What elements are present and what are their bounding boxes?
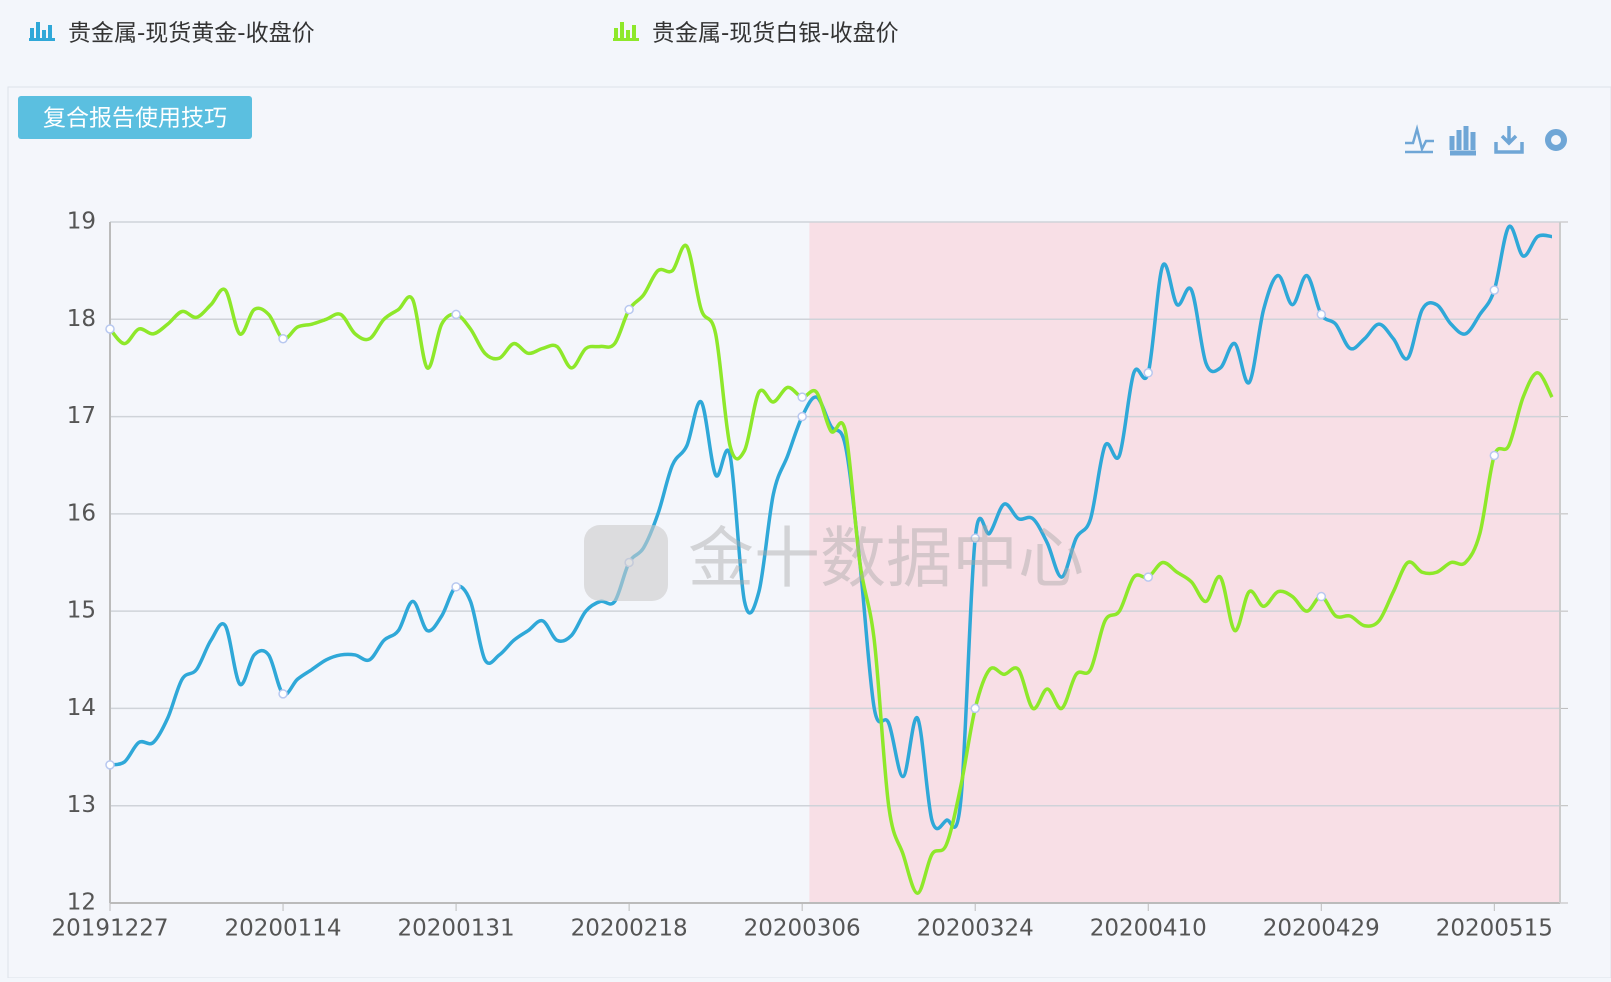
- point-marker: [797, 392, 807, 402]
- y-tick-label: 12: [67, 890, 96, 916]
- legend-label: 贵金属-现货白银-收盘价: [652, 21, 899, 47]
- point-marker: [1143, 572, 1153, 582]
- point-marker: [1489, 450, 1500, 461]
- y-tick-label: 18: [67, 306, 96, 332]
- point-marker: [624, 304, 634, 315]
- x-tick-label: 20200131: [398, 916, 515, 942]
- point-marker: [1316, 591, 1327, 602]
- point-marker: [105, 324, 115, 334]
- x-tick-label: 20200218: [571, 916, 688, 942]
- line-icon[interactable]: [1405, 124, 1434, 154]
- x-tick-label: 20200515: [1436, 916, 1553, 942]
- y-tick-label: 15: [67, 598, 96, 624]
- legend-bar: [0, 0, 1611, 85]
- y-tick-label: 17: [67, 403, 96, 429]
- x-tick-label: 20200306: [744, 916, 861, 942]
- point-marker: [1143, 368, 1153, 378]
- legend-icon: [632, 25, 636, 38]
- legend-icon: [620, 22, 624, 38]
- x-tick-label: 20200114: [225, 916, 342, 942]
- point-marker: [970, 533, 980, 543]
- legend-icon: [626, 30, 630, 38]
- point-marker: [278, 689, 288, 699]
- y-tick-label: 16: [67, 500, 96, 526]
- legend-label: 贵金属-现货黄金-收盘价: [68, 21, 315, 47]
- watermark: 金十数据中心: [688, 520, 1084, 597]
- legend-icon: [30, 28, 34, 38]
- highlight-region: [809, 222, 1560, 903]
- point-marker: [105, 760, 115, 770]
- point-marker: [1489, 285, 1500, 295]
- legend-icon: [48, 25, 52, 38]
- legend-icon-base: [29, 38, 55, 41]
- y-tick-label: 13: [67, 792, 96, 818]
- tips-button[interactable]: [18, 96, 252, 139]
- download-icon[interactable]: [1494, 126, 1524, 154]
- x-tick-label: 20191227: [51, 916, 168, 942]
- point-marker: [451, 582, 461, 592]
- bar-icon[interactable]: [1449, 126, 1476, 156]
- legend-icon: [36, 22, 40, 38]
- toolbar: [1405, 124, 1567, 156]
- series-line: [108, 243, 1554, 896]
- point-marker: [797, 411, 807, 422]
- point-marker: [970, 703, 980, 714]
- point-marker: [1316, 309, 1327, 320]
- legend-icon: [614, 28, 618, 38]
- legend-icon: [42, 30, 46, 38]
- y-tick-label: 19: [67, 209, 96, 235]
- x-tick-label: 20200410: [1090, 916, 1207, 942]
- x-tick-label: 20200429: [1263, 916, 1380, 942]
- x-tick-label: 20200324: [917, 916, 1034, 942]
- tips-button-label[interactable]: 复合报告使用技巧: [43, 106, 227, 132]
- legend-icon-base: [613, 38, 639, 41]
- point-marker: [451, 309, 461, 320]
- settings-icon[interactable]: [1545, 129, 1567, 151]
- y-tick-label: 14: [67, 695, 96, 721]
- point-marker: [278, 333, 288, 344]
- watermark-logo: [584, 525, 668, 601]
